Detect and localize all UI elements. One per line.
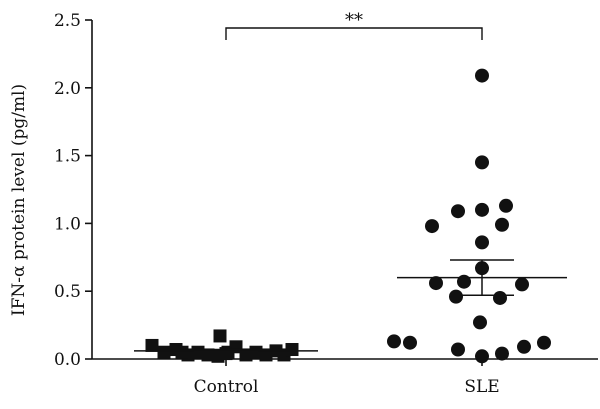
significance-bracket: **: [225, 10, 483, 40]
control-point: [213, 329, 227, 343]
y-tick-label: 2.0: [54, 79, 81, 99]
sle-point: [449, 289, 463, 304]
sle-point: [403, 335, 417, 350]
sle-point: [475, 235, 489, 250]
sle-point: [475, 202, 489, 217]
y-axis-label: IFN-α protein level (pg/ml): [9, 84, 29, 316]
control-point: [175, 345, 189, 359]
sle-point: [495, 217, 509, 232]
sle-point: [475, 68, 489, 83]
sle-point: [475, 155, 489, 170]
x-axis: Control SLE: [92, 358, 598, 397]
x-tick-label: Control: [194, 377, 259, 397]
sle-point: [457, 274, 471, 289]
sle-point: [493, 290, 507, 305]
sle-point: [475, 349, 489, 364]
control-point: [285, 343, 299, 357]
control-point: [157, 345, 171, 359]
y-tick-label: 0.5: [54, 282, 81, 302]
sle-point: [387, 334, 401, 349]
x-tick-label: SLE: [464, 377, 499, 397]
y-tick-label: 1.0: [54, 214, 81, 234]
sle-point: [429, 276, 443, 291]
sle-point: [473, 315, 487, 330]
y-tick-label: 1.5: [54, 147, 81, 167]
data-points: [145, 68, 551, 364]
control-point: [145, 338, 159, 352]
sle-point: [499, 198, 513, 213]
mean-sem-bars: [134, 259, 567, 353]
sle-point: [517, 339, 531, 354]
sle-point: [515, 277, 529, 292]
y-tick-label: 0.0: [54, 350, 81, 370]
sle-point: [451, 342, 465, 357]
bracket-line: [225, 27, 483, 40]
sle-point: [425, 219, 439, 234]
sle-point: [495, 346, 509, 361]
control-point: [259, 348, 273, 362]
sle-point: [451, 204, 465, 219]
sle-point: [537, 335, 551, 350]
y-tick-label: 2.5: [54, 11, 81, 31]
significance-label: **: [345, 10, 363, 31]
y-axis: 0.0 0.5 1.0 1.5 2.0 2.5: [54, 11, 93, 370]
